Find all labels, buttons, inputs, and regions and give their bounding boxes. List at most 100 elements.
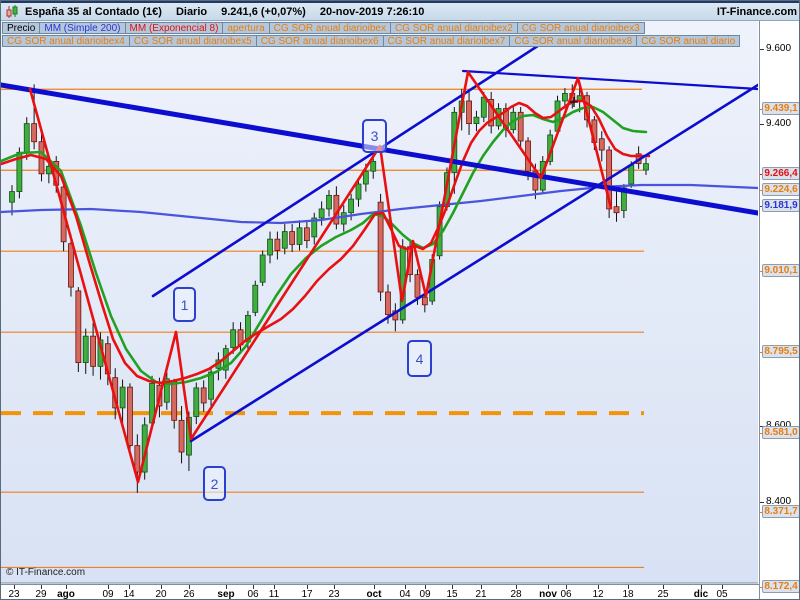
- sor-zigzag-line: [28, 70, 613, 484]
- candle-up: [480, 96, 487, 118]
- legend-item[interactable]: CG SOR anual diarioibex5: [129, 35, 257, 47]
- axis-tick: [108, 585, 109, 589]
- candle-down: [421, 296, 428, 306]
- time-axis-label: oct: [366, 589, 382, 600]
- candle-up: [252, 284, 259, 313]
- candle-up: [355, 183, 362, 200]
- candle-down: [503, 108, 509, 131]
- trendline-double-top-line[interactable]: [461, 69, 758, 91]
- axis-tick: [628, 585, 629, 589]
- time-axis-label: 12: [592, 589, 604, 600]
- legend-item[interactable]: MM (Exponencial 8): [125, 22, 224, 34]
- price-badge: 9.224,6: [762, 183, 799, 197]
- legend-item[interactable]: CG SOR anual diarioibex: [269, 22, 391, 34]
- price-badge: 8.172,4: [762, 580, 799, 594]
- candle-up: [230, 329, 237, 348]
- legend-item[interactable]: CG SOR anual diarioibex4: [2, 35, 130, 47]
- candle-up: [628, 164, 635, 185]
- candle-up: [370, 160, 377, 172]
- candle-up: [163, 378, 170, 403]
- price-axis-label: 9.400: [766, 118, 792, 129]
- wave-label-2[interactable]: 2: [203, 466, 226, 501]
- trendline-channel-upper[interactable]: [151, 36, 552, 298]
- candle-down: [289, 231, 296, 245]
- chart-plot-area[interactable]: [1, 21, 759, 584]
- candle-down: [200, 387, 207, 404]
- wave-label-3[interactable]: 3: [362, 119, 387, 153]
- candle-down: [598, 138, 605, 151]
- axis-tick: [226, 585, 227, 589]
- axis-tick: [307, 585, 308, 589]
- brand-logo: IT-Finance.com: [716, 5, 797, 18]
- time-axis-label: 14: [123, 589, 135, 600]
- axis-tick: [374, 585, 375, 589]
- legend-item[interactable]: CG SOR anual diarioibex6: [256, 35, 384, 47]
- price-axis-label: 8.600: [766, 420, 791, 431]
- axis-tick: [760, 124, 764, 125]
- legend-item[interactable]: Precio: [2, 22, 41, 34]
- price-axis-label: 8.400: [766, 495, 792, 507]
- axis-tick: [161, 585, 162, 589]
- legend-item[interactable]: CG SOR anual diario: [637, 35, 741, 47]
- time-axis-label: 28: [510, 589, 522, 600]
- candle-down: [385, 291, 391, 316]
- candle-down: [274, 238, 281, 251]
- axis-tick: [405, 585, 406, 589]
- wave-label-4[interactable]: 4: [407, 340, 432, 377]
- axis-tick: [452, 585, 453, 589]
- price-axis[interactable]: 9.600 9.400 8.600 8.400 9.439,1 9.266,4 9.224,…: [759, 21, 799, 599]
- time-axis-label: dic: [693, 589, 709, 600]
- legend-item[interactable]: apertura: [223, 22, 270, 34]
- candle-down: [377, 201, 384, 293]
- price-badge: 8.795,5: [762, 345, 799, 359]
- axis-tick: [425, 585, 426, 589]
- axis-tick: [253, 585, 254, 589]
- axis-tick: [663, 585, 664, 589]
- axis-tick: [516, 585, 517, 589]
- time-axis-label: 29: [35, 589, 47, 600]
- candle-up: [193, 387, 200, 417]
- legend-item[interactable]: CG SOR anual diarioibex8: [510, 35, 638, 47]
- axis-tick: [274, 585, 275, 589]
- candle-up: [82, 335, 89, 363]
- legend-item[interactable]: CG SOR anual diarioibex3: [517, 22, 645, 34]
- time-axis-label: 11: [268, 589, 280, 600]
- time-axis-label: 26: [183, 589, 195, 600]
- wave-label-1[interactable]: 1: [173, 287, 196, 322]
- candle-down: [171, 381, 178, 421]
- candle-down: [414, 274, 421, 298]
- axis-tick: [481, 585, 482, 589]
- candlestick-icon: [6, 4, 18, 18]
- time-axis[interactable]: 23 29 ago 09 14 20 26 sep 06 11 17 23 oct 04 09 15 21 28 n…: [1, 584, 759, 600]
- candle-down: [68, 243, 74, 288]
- candle-up: [340, 212, 347, 225]
- axis-tick: [41, 585, 42, 589]
- candle-down: [127, 386, 133, 447]
- axis-tick: [129, 585, 130, 589]
- time-axis-label: sep: [217, 589, 235, 600]
- legend-item[interactable]: CG SOR anual diarioibex7: [383, 35, 511, 47]
- trendline-channel-lower[interactable]: [189, 83, 758, 443]
- copyright-watermark: © IT-Finance.com: [6, 567, 86, 578]
- candle-up: [9, 191, 15, 203]
- time-axis-label: 09: [102, 589, 114, 600]
- candle-up: [208, 371, 214, 400]
- time-axis-label: nov: [539, 589, 557, 600]
- candle-up: [643, 163, 649, 171]
- candle-up: [119, 386, 126, 409]
- timeframe-label: Diario: [175, 5, 208, 18]
- legend-item[interactable]: MM (Simple 200): [40, 22, 126, 34]
- candle-down: [178, 419, 185, 453]
- candle-up: [296, 227, 303, 245]
- time-axis-label: 09: [419, 589, 431, 600]
- legend-item[interactable]: CG SOR anual diarioibex2: [390, 22, 518, 34]
- time-axis-label: 05: [716, 589, 728, 600]
- candle-up: [318, 208, 325, 219]
- candle-down: [31, 123, 38, 143]
- instrument-name: España 35 al Contado (1€): [25, 5, 162, 18]
- candle-up: [281, 231, 288, 249]
- axis-tick: [334, 585, 335, 589]
- time-axis-label: 23: [8, 589, 20, 600]
- candle-up: [473, 116, 480, 125]
- indicator-legend-row-2: CG SOR anual diarioibex4 CG SOR anual dia…: [2, 35, 759, 47]
